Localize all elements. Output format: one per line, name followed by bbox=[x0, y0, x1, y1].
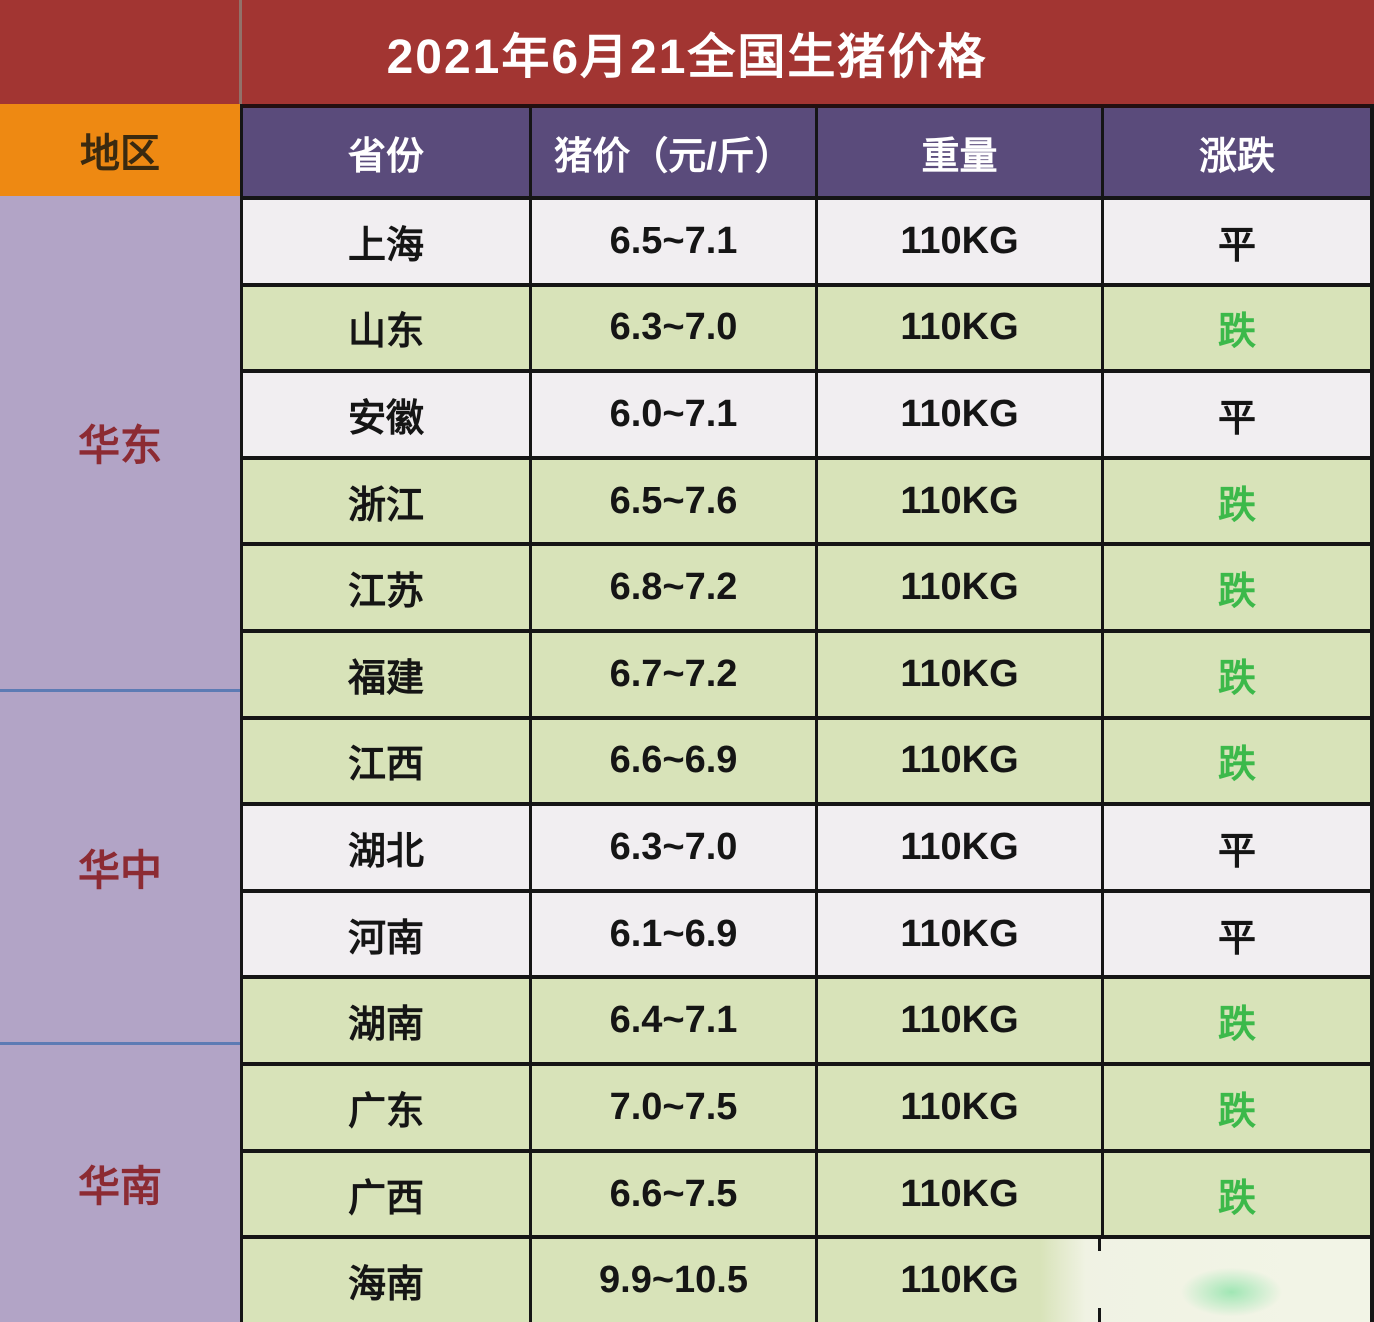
change-cell: 跌 bbox=[1101, 1066, 1370, 1149]
province-cell: 江西 bbox=[347, 744, 424, 787]
title-bar: 2021年6月21全国生猪价格 bbox=[0, 0, 1374, 104]
table-row: 福建 6.7~7.2 110KG 跌 bbox=[243, 629, 1370, 716]
change-cell: 跌 bbox=[1101, 546, 1370, 630]
column-header-region: 地区 bbox=[0, 104, 240, 196]
column-header-weight: 重量 bbox=[815, 108, 1101, 196]
province-cell: 广西 bbox=[347, 1177, 424, 1220]
weight-cell: 110KG bbox=[815, 546, 1101, 630]
province-cell: 江苏 bbox=[347, 571, 424, 614]
change-cell: 跌 bbox=[1101, 719, 1370, 803]
weight-cell: 110KG bbox=[815, 892, 1101, 976]
province-cell: 海南 bbox=[347, 1264, 424, 1307]
weight-cell: 110KG bbox=[815, 1066, 1101, 1149]
price-cell: 6.0~7.1 bbox=[529, 373, 815, 456]
column-header-province: 省份 bbox=[347, 135, 424, 178]
price-cell: 7.0~7.5 bbox=[529, 1066, 815, 1149]
table-row: 上海 6.5~7.1 110KG 平 bbox=[243, 196, 1370, 283]
column-header-price: 猪价（元/斤） bbox=[529, 108, 815, 196]
province-cell: 湖北 bbox=[347, 831, 424, 874]
province-cell: 浙江 bbox=[347, 484, 424, 527]
change-cell: 跌 bbox=[1101, 979, 1370, 1063]
weight-cell: 110KG bbox=[815, 1239, 1101, 1322]
column-header-change: 涨跌 bbox=[1101, 108, 1370, 196]
change-cell: 平 bbox=[1101, 373, 1370, 456]
table-row: 江西 6.6~6.9 110KG 跌 bbox=[243, 715, 1370, 803]
change-cell: 平 bbox=[1101, 806, 1370, 889]
region-column: 地区 华东 华中 华南 bbox=[0, 104, 240, 1322]
province-cell: 山东 bbox=[347, 311, 424, 354]
province-cell: 河南 bbox=[347, 917, 424, 960]
region-groups: 华东 华中 华南 bbox=[0, 196, 240, 1322]
price-cell: 9.9~10.5 bbox=[529, 1239, 815, 1322]
table-row: 河南 6.1~6.9 110KG 平 bbox=[243, 888, 1370, 976]
price-cell: 6.3~7.0 bbox=[529, 806, 815, 889]
weight-cell: 110KG bbox=[815, 806, 1101, 889]
weight-cell: 110KG bbox=[815, 633, 1101, 716]
change-cell: 跌 bbox=[1101, 459, 1370, 543]
table-row: 海南 9.9~10.5 110KG bbox=[243, 1235, 1370, 1322]
change-cell: 跌 bbox=[1101, 286, 1370, 370]
table-row: 湖北 6.3~7.0 110KG 平 bbox=[243, 802, 1370, 889]
table-rows: 上海 6.5~7.1 110KG 平山东 6.3~7.0 110KG 跌安徽 6.0~7.1 1… bbox=[243, 196, 1370, 1322]
page-title: 2021年6月21全国生猪价格 bbox=[386, 31, 988, 84]
weight-cell: 110KG bbox=[815, 373, 1101, 456]
province-cell: 湖南 bbox=[347, 1004, 424, 1047]
region-label: 华南 bbox=[0, 1041, 240, 1322]
table-row: 山东 6.3~7.0 110KG 跌 bbox=[243, 282, 1370, 370]
weight-cell: 110KG bbox=[815, 1152, 1101, 1236]
change-cell: 平 bbox=[1101, 200, 1370, 283]
table-header-row: 省份 猪价（元/斤） 重量 涨跌 bbox=[243, 104, 1370, 196]
price-cell: 6.6~6.9 bbox=[529, 719, 815, 803]
change-cell: 跌 bbox=[1101, 633, 1370, 716]
table-row: 湖南 6.4~7.1 110KG 跌 bbox=[243, 975, 1370, 1063]
price-cell: 6.6~7.5 bbox=[529, 1152, 815, 1236]
province-cell: 广东 bbox=[347, 1090, 424, 1133]
weight-cell: 110KG bbox=[815, 286, 1101, 370]
title-divider bbox=[239, 0, 242, 104]
table-body: 地区 华东 华中 华南 省份 猪价（元/斤） 重量 涨跌 上海 6.5~7.1 110K… bbox=[0, 104, 1374, 1322]
change-cell: 跌 bbox=[1101, 1152, 1370, 1236]
price-cell: 6.5~7.6 bbox=[529, 459, 815, 543]
table-row: 江苏 6.8~7.2 110KG 跌 bbox=[243, 542, 1370, 630]
table-row: 浙江 6.5~7.6 110KG 跌 bbox=[243, 455, 1370, 543]
price-cell: 6.1~6.9 bbox=[529, 892, 815, 976]
region-label: 华东 bbox=[77, 422, 162, 470]
table-row: 广东 7.0~7.5 110KG 跌 bbox=[243, 1062, 1370, 1149]
price-table: 省份 猪价（元/斤） 重量 涨跌 上海 6.5~7.1 110KG 平山东 6.3~7.… bbox=[240, 104, 1374, 1322]
weight-cell: 110KG bbox=[815, 719, 1101, 803]
change-cell: 平 bbox=[1101, 892, 1370, 976]
price-cell: 6.4~7.1 bbox=[529, 979, 815, 1063]
weight-cell: 110KG bbox=[815, 459, 1101, 543]
weight-cell: 110KG bbox=[815, 200, 1101, 283]
price-cell: 6.8~7.2 bbox=[529, 546, 815, 630]
table-row: 广西 6.6~7.5 110KG 跌 bbox=[243, 1148, 1370, 1236]
price-cell: 6.3~7.0 bbox=[529, 286, 815, 370]
province-cell: 福建 bbox=[347, 657, 424, 700]
price-cell: 6.5~7.1 bbox=[529, 200, 815, 283]
province-cell: 安徽 bbox=[347, 398, 424, 441]
weight-cell: 110KG bbox=[815, 979, 1101, 1063]
region-label: 华中 bbox=[0, 689, 240, 1041]
price-cell: 6.7~7.2 bbox=[529, 633, 815, 716]
change-cell bbox=[1101, 1239, 1370, 1322]
province-cell: 上海 bbox=[347, 224, 424, 267]
table-row: 安徽 6.0~7.1 110KG 平 bbox=[243, 369, 1370, 456]
